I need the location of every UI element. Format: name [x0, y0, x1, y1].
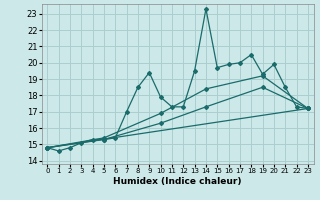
- X-axis label: Humidex (Indice chaleur): Humidex (Indice chaleur): [113, 177, 242, 186]
